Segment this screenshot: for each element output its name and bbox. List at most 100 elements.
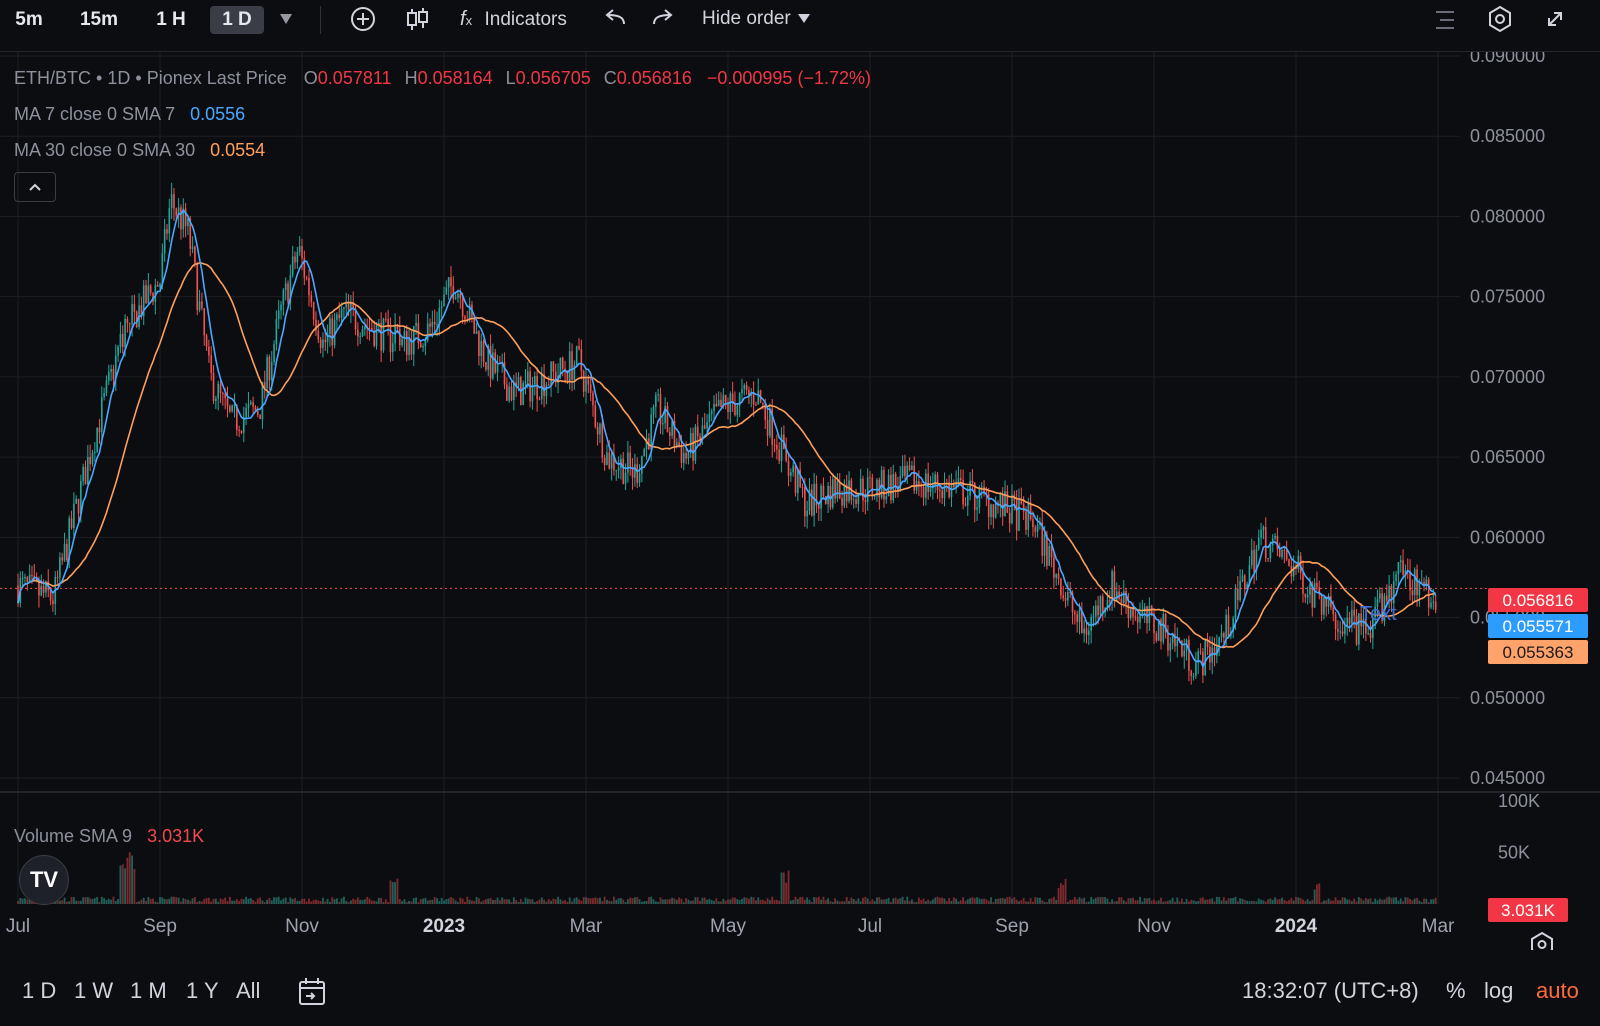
range-1w[interactable]: 1 W xyxy=(74,978,114,1003)
candle-body xyxy=(1020,499,1023,504)
candle-body xyxy=(696,426,699,437)
volume-bar xyxy=(398,899,401,904)
indicators-button[interactable]: fx Indicators xyxy=(460,4,567,34)
volume-bar xyxy=(436,898,438,904)
range-1d[interactable]: 1 D xyxy=(22,978,57,1003)
timeframe-1h[interactable]: 1 H xyxy=(156,9,186,30)
timeframe-15m[interactable]: 15m xyxy=(79,9,119,30)
volume-bar xyxy=(429,899,431,904)
y-tick-label: 0.070000 xyxy=(1470,367,1545,387)
ma30-price-badge: 0.055363 xyxy=(1488,640,1588,664)
volume-bar xyxy=(394,882,397,904)
auto-toggle[interactable]: auto xyxy=(1536,978,1579,1003)
candles-icon[interactable] xyxy=(402,4,432,34)
candle-body xyxy=(159,283,161,287)
candle-body xyxy=(1416,569,1418,596)
volume-bar xyxy=(1153,899,1155,904)
calendar-range-icon[interactable] xyxy=(296,976,328,1008)
candle-body xyxy=(1101,596,1104,613)
range-1y[interactable]: 1 Y xyxy=(186,978,219,1003)
close-value: 0.056816 xyxy=(616,68,692,88)
candle-body xyxy=(531,384,534,402)
candle-body xyxy=(438,307,441,324)
candle-body xyxy=(720,399,722,407)
candle-body xyxy=(524,381,527,384)
volume-bar xyxy=(1094,897,1097,904)
fullscreen-icon[interactable] xyxy=(1544,8,1566,30)
volume-bar xyxy=(207,897,210,904)
volume-bar xyxy=(1097,897,1100,904)
candle-body xyxy=(52,600,54,605)
volume-bar xyxy=(829,901,832,904)
candle-body xyxy=(673,420,676,447)
candles xyxy=(17,182,1437,685)
volume-bar xyxy=(897,899,899,904)
volume-bar xyxy=(652,899,655,904)
volume-bar xyxy=(333,899,336,904)
candle-body xyxy=(1153,613,1155,634)
candle-body xyxy=(538,399,541,401)
volume-bar xyxy=(820,899,823,904)
timeframe-1d[interactable]: 1 D xyxy=(210,6,264,34)
add-plus-icon[interactable] xyxy=(348,4,378,34)
log-toggle[interactable]: log xyxy=(1484,978,1514,1003)
percent-toggle[interactable]: % xyxy=(1446,978,1466,1003)
candle-body xyxy=(1292,565,1295,577)
volume-bar xyxy=(475,896,478,904)
volume-bar xyxy=(443,900,445,904)
volume-bar xyxy=(943,898,946,904)
volume-bar xyxy=(892,898,895,904)
volume-bar xyxy=(438,901,441,904)
volume-bar xyxy=(845,896,848,904)
high-label: H xyxy=(404,68,418,88)
chevron-down-icon[interactable] xyxy=(278,12,294,26)
volume-bar xyxy=(100,896,103,904)
volume-bar xyxy=(894,897,897,904)
candle-body xyxy=(1011,494,1013,524)
candle-body xyxy=(906,465,909,476)
volume-bar xyxy=(1146,898,1148,904)
volume-bar xyxy=(326,898,329,904)
volume-bar xyxy=(864,896,867,904)
candle-body xyxy=(1390,585,1393,604)
range-1m[interactable]: 1 M xyxy=(130,978,167,1003)
ma7-price-badge: 0.055571 xyxy=(1488,614,1588,638)
candle-body xyxy=(440,306,443,308)
candle-body xyxy=(1169,643,1172,651)
candle-body xyxy=(329,318,331,334)
candle-body xyxy=(575,346,578,366)
range-all[interactable]: All xyxy=(236,978,261,1003)
redo-icon[interactable] xyxy=(650,8,676,30)
x-tick-label: Sep xyxy=(995,916,1029,937)
timeframe-5m[interactable]: 5m xyxy=(15,9,43,30)
volume-bar xyxy=(976,897,979,904)
volume-bar xyxy=(640,901,643,904)
volume-bar xyxy=(401,901,404,904)
volume-bar xyxy=(1057,887,1060,904)
volume-bar xyxy=(789,900,792,904)
volume-bar xyxy=(841,901,843,904)
hide-order-dropdown[interactable]: Hide order xyxy=(702,4,811,34)
collapse-legend-button[interactable] xyxy=(14,172,56,202)
volume-bar xyxy=(1155,901,1158,904)
volume-bar xyxy=(994,898,997,904)
tradingview-logo-icon[interactable]: TV xyxy=(19,855,69,905)
list-settings-icon[interactable] xyxy=(1432,8,1458,32)
volume-bar xyxy=(287,902,289,904)
price-chart[interactable]: 0.090000 0.085000 0.080000 0.075000 0.070000… xyxy=(0,52,1600,950)
volume-bar xyxy=(61,899,64,904)
x-tick-label: Sep xyxy=(143,916,177,937)
volume-bar xyxy=(187,899,189,904)
candle-body xyxy=(454,297,457,299)
undo-icon[interactable] xyxy=(602,8,628,30)
candle-body xyxy=(45,581,47,593)
candle-body xyxy=(1209,646,1211,663)
volume-bar xyxy=(1402,901,1405,904)
volume-bar xyxy=(1397,900,1400,904)
candle-body xyxy=(1188,639,1190,671)
candle-body xyxy=(189,218,192,249)
candle-body xyxy=(664,405,666,424)
candle-body xyxy=(1225,614,1227,638)
settings-hexagon-icon[interactable] xyxy=(1486,4,1514,34)
volume-bar xyxy=(161,897,164,904)
